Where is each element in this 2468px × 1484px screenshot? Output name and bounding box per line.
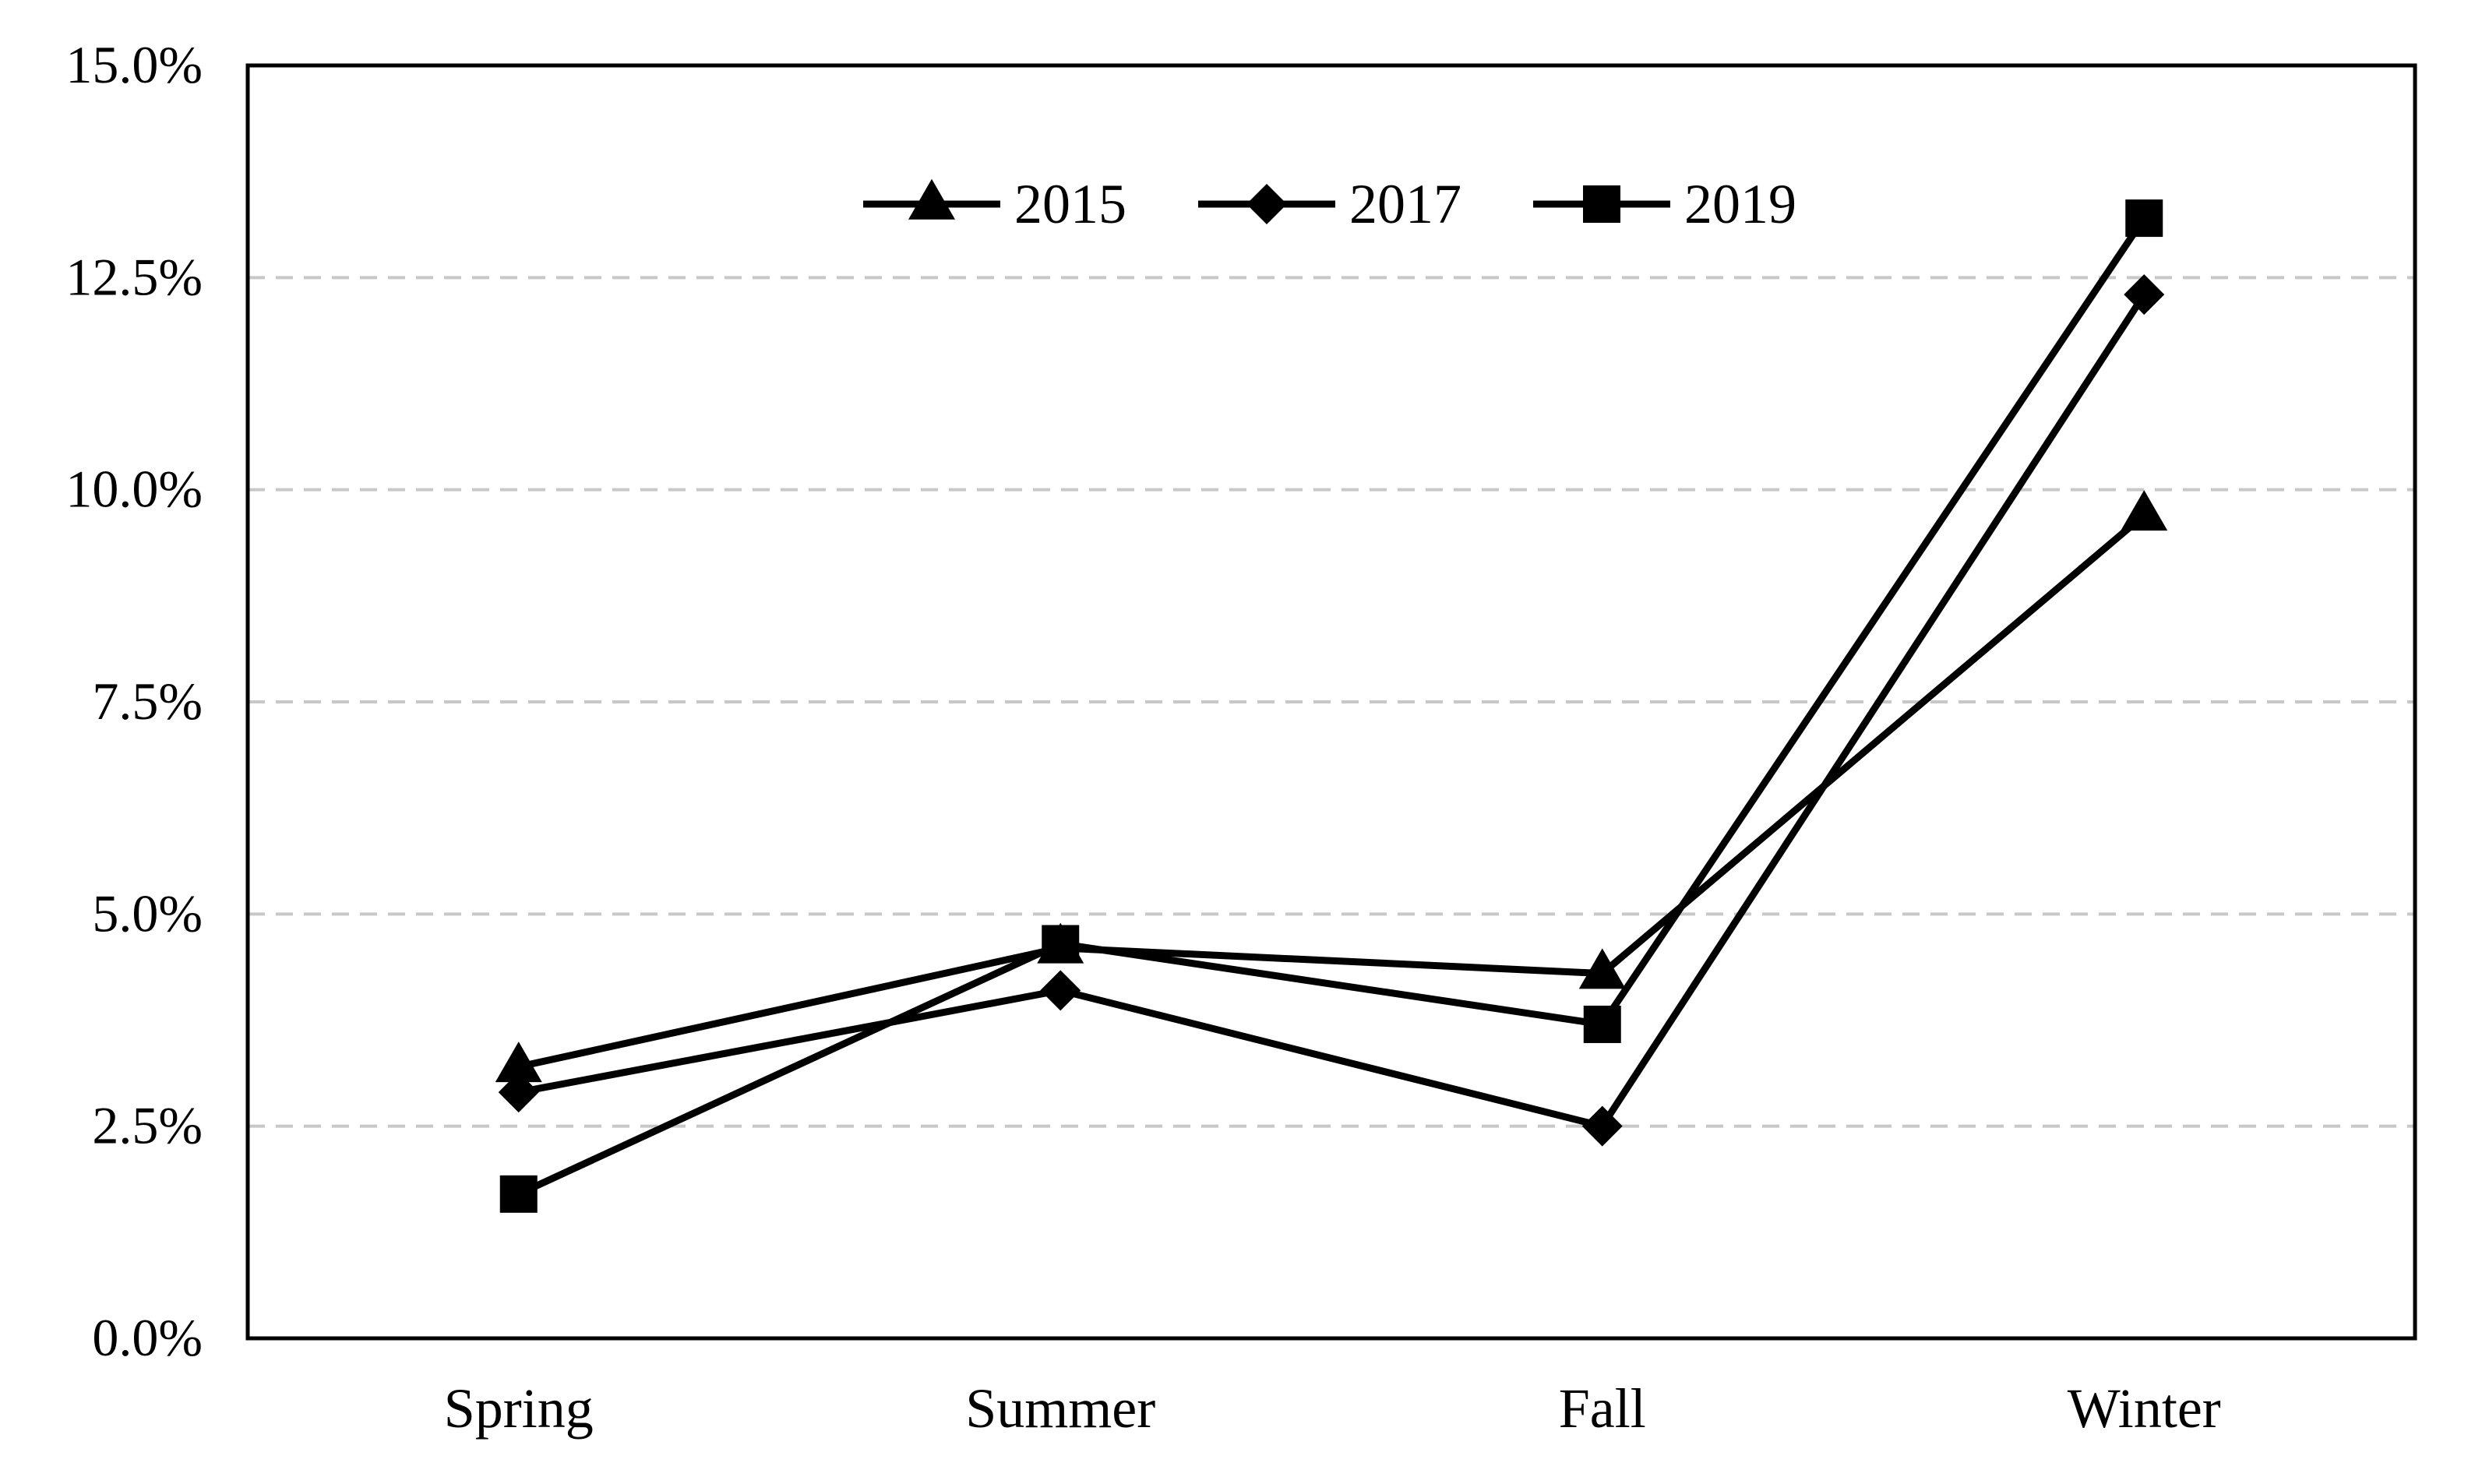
legend-marker-square <box>1583 185 1620 223</box>
x-category-label: Winter <box>2068 1377 2221 1440</box>
data-point-2017-summer <box>1040 970 1081 1011</box>
y-tick-label: 10.0% <box>65 460 203 519</box>
legend-label: 2015 <box>1014 173 1126 235</box>
legend-item-2019: 2019 <box>1533 173 1796 235</box>
data-point-2015-spring <box>495 1042 542 1083</box>
series-lines <box>495 199 2168 1213</box>
data-point-2017-fall <box>1581 1105 1623 1147</box>
series-line-2019 <box>517 216 2147 1197</box>
y-tick-label: 7.5% <box>92 672 203 731</box>
y-tick-label: 15.0% <box>65 35 203 94</box>
legend-item-2015: 2015 <box>863 173 1126 235</box>
y-tick-label: 0.0% <box>92 1308 203 1367</box>
data-point-2015-winter <box>2121 490 2168 531</box>
plot-area-border <box>245 63 2417 1341</box>
series-2017 <box>498 274 2165 1147</box>
gridlines <box>248 276 2415 1128</box>
x-axis-category-labels: Spring Summer Fall Winter <box>444 1377 2221 1440</box>
data-point-2015-fall <box>1578 948 1626 989</box>
data-point-2019-winter <box>2125 199 2163 238</box>
series-line-2015 <box>517 512 2147 1070</box>
x-category-label: Summer <box>965 1377 1155 1440</box>
y-axis-tick-labels: 0.0% 2.5% 5.0% 7.5% 10.0% 12.5% 15.0% <box>65 35 203 1367</box>
series-2019 <box>499 199 2163 1213</box>
y-tick-label: 12.5% <box>65 247 203 306</box>
x-category-label: Spring <box>444 1377 594 1440</box>
legend-label: 2019 <box>1684 173 1796 235</box>
legend-label: 2017 <box>1349 173 1461 235</box>
legend-marker-diamond <box>1246 184 1287 224</box>
y-tick-label: 2.5% <box>92 1096 203 1155</box>
series-2015 <box>495 490 2168 1083</box>
data-point-2017-spring <box>498 1072 539 1113</box>
data-point-2019-fall <box>1583 1005 1621 1043</box>
data-point-2019-summer <box>1042 925 1080 963</box>
legend-item-2017: 2017 <box>1198 173 1461 235</box>
data-point-2019-spring <box>499 1175 538 1213</box>
legend: 2015 2017 2019 <box>863 173 1796 235</box>
legend-marker-triangle <box>908 178 955 220</box>
data-point-2017-winter <box>2124 274 2165 315</box>
series-line-2017 <box>517 292 2148 1130</box>
x-category-label: Fall <box>1559 1377 1646 1440</box>
y-tick-label: 5.0% <box>92 883 203 943</box>
